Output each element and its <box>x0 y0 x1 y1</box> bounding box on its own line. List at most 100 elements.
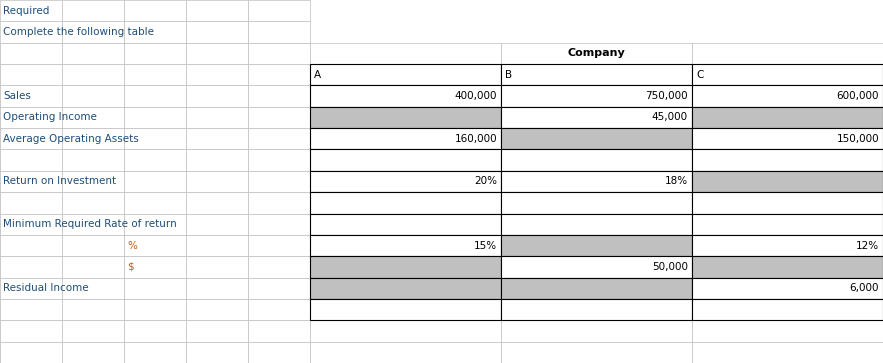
Bar <box>0 213 62 235</box>
Bar <box>248 43 310 64</box>
Text: Complete the following table: Complete the following table <box>3 27 154 37</box>
Bar <box>501 85 692 107</box>
Bar <box>501 107 692 128</box>
Bar <box>501 256 692 278</box>
Bar <box>186 85 248 107</box>
Bar <box>248 107 310 128</box>
Bar <box>0 278 62 299</box>
Bar <box>0 320 62 342</box>
Bar <box>248 150 310 171</box>
Bar <box>248 235 310 256</box>
Bar <box>310 43 501 64</box>
Text: Company: Company <box>568 48 625 58</box>
Bar <box>692 342 883 363</box>
Bar <box>124 342 186 363</box>
Bar <box>186 150 248 171</box>
Text: 400,000: 400,000 <box>455 91 497 101</box>
Text: C: C <box>696 70 704 80</box>
Bar <box>124 150 186 171</box>
Bar <box>248 21 310 43</box>
Bar <box>248 342 310 363</box>
Bar <box>186 320 248 342</box>
Bar <box>186 299 248 320</box>
Bar <box>248 278 310 299</box>
Bar <box>62 342 124 363</box>
Bar <box>124 128 186 150</box>
Text: Average Operating Assets: Average Operating Assets <box>3 134 139 144</box>
Bar <box>186 213 248 235</box>
Text: 45,000: 45,000 <box>652 113 688 122</box>
Bar <box>124 64 186 85</box>
Bar <box>0 85 62 107</box>
Bar <box>0 171 62 192</box>
Bar <box>692 107 883 128</box>
Bar <box>124 171 186 192</box>
Bar <box>0 150 62 171</box>
Bar <box>186 64 248 85</box>
Bar <box>310 278 501 299</box>
Bar <box>124 64 186 85</box>
Bar <box>692 171 883 192</box>
Bar <box>124 299 186 320</box>
Bar <box>310 235 501 256</box>
Bar <box>62 128 124 150</box>
Bar <box>62 256 124 278</box>
Bar <box>310 213 501 235</box>
Bar <box>62 85 124 107</box>
Bar <box>248 85 310 107</box>
Bar <box>124 320 186 342</box>
Bar <box>124 43 186 64</box>
Bar <box>124 0 186 21</box>
Bar <box>124 278 186 299</box>
Bar <box>124 85 186 107</box>
Bar <box>310 256 501 278</box>
Bar <box>692 64 883 85</box>
Bar <box>692 299 883 320</box>
Bar <box>310 85 501 107</box>
Bar <box>186 235 248 256</box>
Bar <box>248 64 310 85</box>
Bar <box>186 256 248 278</box>
Bar <box>186 128 248 150</box>
Text: %: % <box>127 241 137 250</box>
Bar <box>0 299 62 320</box>
Bar <box>124 235 186 256</box>
Bar <box>124 342 186 363</box>
Bar <box>0 64 62 85</box>
Bar <box>310 320 501 342</box>
Bar <box>186 43 248 64</box>
Bar <box>124 85 186 107</box>
Bar <box>248 256 310 278</box>
Bar <box>692 43 883 64</box>
Bar <box>62 107 124 128</box>
Bar <box>248 342 310 363</box>
Bar <box>0 43 62 64</box>
Bar <box>124 107 186 128</box>
Bar <box>0 0 62 21</box>
Bar <box>248 171 310 192</box>
Text: 15%: 15% <box>474 241 497 250</box>
Bar <box>310 107 501 128</box>
Bar <box>62 342 124 363</box>
Bar <box>310 64 501 85</box>
Bar <box>248 320 310 342</box>
Bar <box>124 43 186 64</box>
Bar <box>248 171 310 192</box>
Bar <box>310 342 501 363</box>
Bar <box>124 256 186 278</box>
Bar <box>248 278 310 299</box>
Bar <box>124 192 186 213</box>
Bar <box>248 213 310 235</box>
Bar <box>692 320 883 342</box>
Bar <box>62 278 124 299</box>
Bar <box>248 256 310 278</box>
Bar <box>501 299 692 320</box>
Bar <box>62 192 124 213</box>
Bar <box>124 21 186 43</box>
Bar <box>0 150 62 171</box>
Text: A: A <box>314 70 321 80</box>
Bar <box>0 320 62 342</box>
Bar <box>124 128 186 150</box>
Bar <box>310 171 501 192</box>
Bar <box>0 299 62 320</box>
